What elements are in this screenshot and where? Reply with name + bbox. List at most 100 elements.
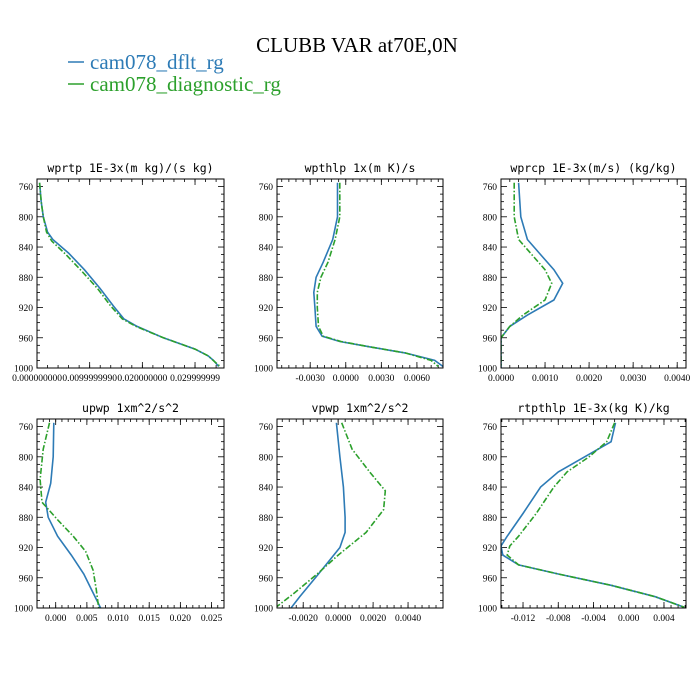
y-tick-label: 760 — [259, 183, 274, 193]
panel-1: wpthlp 1x(m K)/s 760 800 840 880 920 960 1000 -0… — [254, 161, 444, 384]
legend-label-diagnostic: cam078_diagnostic_rg — [90, 72, 281, 96]
series-line-dflt — [44, 422, 102, 608]
series-line-diagnostic — [277, 422, 387, 608]
panel-0: wprtp 1E-3x(m kg)/(s kg) 760 800 840 880 920 9… — [12, 161, 225, 384]
x-tick-label: 0.0010 — [532, 374, 558, 384]
series-line-diagnostic — [39, 422, 100, 608]
x-tick-label: 0.000 — [618, 614, 640, 624]
series-line-dflt — [501, 422, 685, 608]
y-tick-label: 840 — [19, 244, 34, 254]
x-tick-label: 0.000000000 — [12, 374, 62, 384]
x-tick-label: -0.008 — [546, 614, 571, 624]
panel-title: upwp 1xm^2/s^2 — [82, 401, 179, 415]
x-tick-label: 0.0030 — [368, 374, 394, 384]
y-tick-label: 880 — [19, 514, 34, 524]
y-tick-label: 960 — [19, 574, 34, 584]
x-tick-label: 0.0020 — [576, 374, 602, 384]
x-tick-label: 0.0000 — [325, 614, 351, 624]
panel-title: vpwp 1xm^2/s^2 — [312, 401, 409, 415]
x-tick-label: 0.015 — [139, 614, 161, 624]
y-tick-label: 960 — [259, 574, 274, 584]
y-tick-label: 1000 — [14, 365, 33, 375]
y-tick-label: 800 — [259, 213, 274, 223]
y-tick-label: 880 — [483, 514, 498, 524]
y-tick-label: 760 — [259, 423, 274, 433]
series-line-dflt — [312, 182, 443, 368]
panel-title: wprtp 1E-3x(m kg)/(s kg) — [47, 161, 213, 175]
panel-5: rtpthlp 1E-3x(kg K)/kg 760 800 840 880 920 960… — [478, 401, 687, 624]
panel-3: upwp 1xm^2/s^2 760 800 840 880 920 960 1000 0.00… — [14, 401, 225, 624]
series-line-diagnostic — [316, 182, 439, 368]
y-tick-label: 760 — [19, 183, 34, 193]
x-tick-label: 0.0040 — [664, 374, 690, 384]
legend: cam078_dflt_rg cam078_diagnostic_rg — [68, 50, 281, 96]
y-tick-label: 960 — [259, 334, 274, 344]
panel-title: wpthlp 1x(m K)/s — [305, 161, 416, 175]
series-line-diagnostic — [501, 182, 553, 368]
x-tick-label: 0.0060 — [404, 374, 430, 384]
plot-frame — [500, 178, 687, 369]
x-tick-label: 0.000 — [45, 614, 67, 624]
x-tick-label: 0.0040 — [395, 614, 421, 624]
x-tick-label: 0.0030 — [620, 374, 646, 384]
y-tick-label: 1000 — [478, 365, 497, 375]
y-tick-label: 760 — [483, 183, 498, 193]
y-tick-label: 880 — [483, 274, 498, 284]
y-tick-label: 800 — [259, 453, 274, 463]
y-tick-label: 960 — [483, 574, 498, 584]
panel-grid: wprtp 1E-3x(m kg)/(s kg) 760 800 840 880 920 9… — [12, 161, 690, 624]
y-tick-label: 840 — [259, 244, 274, 254]
series-line-diagnostic — [38, 182, 221, 368]
y-tick-label: 920 — [483, 544, 498, 554]
plot-frame — [276, 418, 444, 609]
plot-frame — [36, 178, 225, 369]
series-line-dflt — [38, 182, 220, 368]
figure-title: CLUBB VAR at70E,0N — [256, 33, 458, 57]
series-line-dflt — [290, 422, 346, 608]
y-tick-label: 1000 — [14, 605, 33, 615]
panel-title: wprcp 1E-3x(m/s) (kg/kg) — [510, 161, 676, 175]
plot-frame — [500, 418, 687, 609]
x-tick-label: 0.0020 — [360, 614, 386, 624]
y-tick-label: 880 — [259, 274, 274, 284]
x-tick-label: 0.0099999990 — [62, 374, 117, 384]
y-tick-label: 800 — [483, 453, 498, 463]
y-tick-label: 1000 — [254, 605, 273, 615]
y-tick-label: 840 — [483, 244, 498, 254]
x-tick-label: 0.0000 — [488, 374, 514, 384]
y-tick-label: 960 — [19, 334, 34, 344]
x-tick-label: 0.025 — [201, 614, 223, 624]
y-tick-label: 840 — [19, 484, 34, 494]
x-tick-label: 0.020 — [170, 614, 192, 624]
plot-frame — [36, 418, 225, 609]
y-tick-label: 920 — [259, 304, 274, 314]
y-tick-label: 800 — [19, 453, 34, 463]
y-tick-label: 880 — [19, 274, 34, 284]
x-tick-label: 0.004 — [653, 614, 675, 624]
x-tick-label: -0.0020 — [289, 614, 319, 624]
panel-2: wprcp 1E-3x(m/s) (kg/kg) 760 800 840 880 920 9… — [478, 161, 691, 384]
y-tick-label: 960 — [483, 334, 498, 344]
y-tick-label: 880 — [259, 514, 274, 524]
x-tick-label: 0.005 — [76, 614, 98, 624]
y-tick-label: 920 — [483, 304, 498, 314]
y-tick-label: 1000 — [478, 605, 497, 615]
panel-title: rtpthlp 1E-3x(kg K)/kg — [517, 401, 669, 415]
y-tick-label: 800 — [483, 213, 498, 223]
y-tick-label: 760 — [483, 423, 498, 433]
y-tick-label: 920 — [259, 544, 274, 554]
x-tick-label: -0.004 — [581, 614, 606, 624]
panel-4: vpwp 1xm^2/s^2 760 800 840 880 920 960 1000 -0.0… — [254, 401, 444, 624]
x-tick-label: 0.010 — [107, 614, 129, 624]
plot-frame — [276, 178, 444, 369]
x-tick-label: 0.0000 — [333, 374, 359, 384]
y-tick-label: 760 — [19, 423, 34, 433]
y-tick-label: 840 — [483, 484, 498, 494]
y-tick-label: 840 — [259, 484, 274, 494]
series-line-diagnostic — [506, 422, 685, 608]
x-tick-label: 0.020000000 — [117, 374, 167, 384]
series-line-dflt — [501, 182, 564, 368]
y-tick-label: 920 — [19, 304, 34, 314]
x-tick-label: 0.029999999 — [170, 374, 220, 384]
